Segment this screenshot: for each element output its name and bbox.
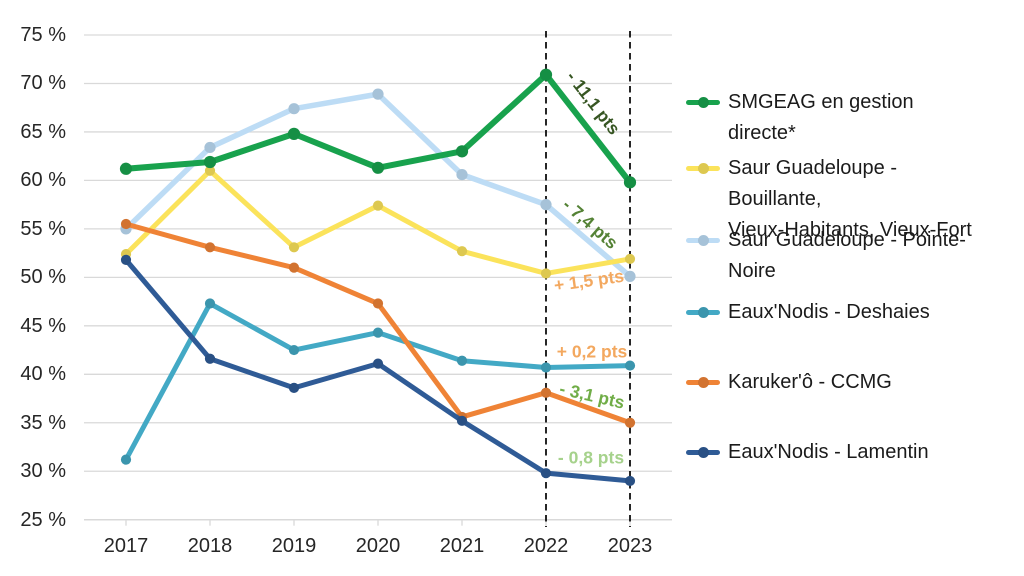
data-point-smgeag-gestion-directe xyxy=(539,68,553,81)
legend-dot xyxy=(698,446,709,458)
x-tick-label: 2021 xyxy=(439,535,485,557)
data-point-karukero-ccmg xyxy=(288,262,300,273)
x-tick-label: 2017 xyxy=(103,535,149,557)
legend-item-karukero-ccmg: Karuker'ô - CCMG xyxy=(686,367,982,398)
data-point-saur-bouillante-vieux-habitants-vieux-fort xyxy=(540,268,552,279)
data-point-saur-pointe-noire xyxy=(456,168,468,181)
legend-label: SMGEAG en gestion directe* xyxy=(728,90,914,144)
y-tick-label: 30 % xyxy=(20,460,66,483)
y-tick-label: 45 % xyxy=(20,314,66,337)
data-point-saur-pointe-noire xyxy=(540,199,552,211)
x-tick-label: 2020 xyxy=(355,535,401,557)
legend-item-eaux-nodis-lamentin: Eaux'Nodis - Lamentin xyxy=(686,437,982,468)
legend-label: Saur Guadeloupe - Pointe-Noire xyxy=(728,228,966,282)
delta-annotation: - 0,8 pts xyxy=(557,447,625,468)
series-line-eaux-nodis-deshaies xyxy=(123,301,633,463)
data-point-saur-bouillante-vieux-habitants-vieux-fort xyxy=(624,253,636,265)
data-point-saur-pointe-noire xyxy=(288,103,300,115)
legend: SMGEAG en gestion directe* Saur Guadeloup… xyxy=(686,0,1024,576)
y-tick-label: 65 % xyxy=(20,120,66,143)
x-tick-label: 2023 xyxy=(607,535,653,557)
x-tick-label: 2018 xyxy=(187,535,233,557)
data-point-saur-bouillante-vieux-habitants-vieux-fort xyxy=(372,200,384,211)
legend-item-eaux-nodis-deshaies: Eaux'Nodis - Deshaies xyxy=(686,297,982,328)
data-point-eaux-nodis-lamentin xyxy=(288,382,300,393)
data-point-eaux-nodis-lamentin xyxy=(372,358,384,369)
legend-line-marker-icon xyxy=(686,87,720,118)
legend-line-marker-icon xyxy=(686,225,720,256)
data-point-eaux-nodis-deshaies xyxy=(540,362,552,373)
legend-dot xyxy=(698,162,709,174)
data-point-karukero-ccmg xyxy=(540,387,552,398)
legend-line-marker-icon xyxy=(686,367,720,398)
data-point-eaux-nodis-lamentin xyxy=(624,475,636,487)
legend-label: Saur Guadeloupe - Bouillante, Vieux-Habi… xyxy=(728,156,972,241)
legend-line-marker-icon xyxy=(686,153,720,184)
y-tick-label: 55 % xyxy=(20,217,66,240)
delta-annotation: + 0,2 pts xyxy=(556,341,628,362)
data-point-karukero-ccmg xyxy=(624,417,636,428)
data-point-eaux-nodis-lamentin xyxy=(204,353,216,364)
data-point-eaux-nodis-deshaies xyxy=(120,454,132,465)
data-point-saur-bouillante-vieux-habitants-vieux-fort xyxy=(456,246,468,257)
data-point-saur-bouillante-vieux-habitants-vieux-fort xyxy=(288,242,300,253)
data-point-saur-pointe-noire xyxy=(372,88,384,100)
data-point-smgeag-gestion-directe xyxy=(371,161,385,174)
data-point-eaux-nodis-deshaies xyxy=(204,298,216,309)
data-point-eaux-nodis-deshaies xyxy=(372,327,384,338)
y-tick-label: 75 % xyxy=(20,24,66,46)
data-point-smgeag-gestion-directe xyxy=(203,155,217,169)
data-point-eaux-nodis-deshaies xyxy=(456,355,468,366)
data-point-karukero-ccmg xyxy=(120,218,132,230)
data-point-eaux-nodis-deshaies xyxy=(288,344,300,356)
y-tick-label: 70 % xyxy=(20,72,66,95)
y-tick-label: 35 % xyxy=(20,411,66,434)
x-tick-label: 2022 xyxy=(523,535,569,557)
legend-dot xyxy=(698,234,709,246)
data-point-smgeag-gestion-directe xyxy=(623,176,637,189)
data-point-eaux-nodis-lamentin xyxy=(120,254,132,266)
data-point-smgeag-gestion-directe xyxy=(287,127,301,140)
legend-dot xyxy=(698,96,709,108)
legend-label: Eaux'Nodis - Deshaies xyxy=(728,300,930,323)
legend-item-smgeag-gestion-directe: SMGEAG en gestion directe* xyxy=(686,87,982,149)
legend-label: Eaux'Nodis - Lamentin xyxy=(728,440,929,463)
data-point-eaux-nodis-deshaies xyxy=(624,360,636,371)
y-tick-label: 40 % xyxy=(20,363,66,386)
legend-item-saur-pointe-noire: Saur Guadeloupe - Pointe-Noire xyxy=(686,225,982,287)
y-tick-label: 50 % xyxy=(20,266,66,289)
data-point-saur-pointe-noire xyxy=(624,270,636,282)
series-line-saur-bouillante-vieux-habitants-vieux-fort xyxy=(123,168,633,276)
y-tick-label: 25 % xyxy=(20,508,66,531)
data-point-karukero-ccmg xyxy=(372,298,384,309)
data-point-karukero-ccmg xyxy=(204,242,216,253)
data-point-saur-bouillante-vieux-habitants-vieux-fort xyxy=(204,165,216,176)
data-point-eaux-nodis-lamentin xyxy=(456,415,468,426)
series-line-saur-pointe-noire xyxy=(123,91,633,280)
legend-label: Karuker'ô - CCMG xyxy=(728,370,892,393)
x-tick-label: 2019 xyxy=(271,535,317,557)
legend-item-saur-bouillante-vieux-habitants-vieux-fort: Saur Guadeloupe - Bouillante, Vieux-Habi… xyxy=(686,153,982,246)
data-point-smgeag-gestion-directe xyxy=(455,145,469,158)
legend-line-marker-icon xyxy=(686,437,720,468)
data-point-smgeag-gestion-directe xyxy=(119,162,133,175)
legend-dot xyxy=(698,306,709,318)
data-point-saur-pointe-noire xyxy=(204,141,216,154)
legend-line-marker-icon xyxy=(686,297,720,328)
data-point-eaux-nodis-lamentin xyxy=(540,468,552,479)
y-tick-label: 60 % xyxy=(20,169,66,192)
legend-dot xyxy=(698,376,709,388)
